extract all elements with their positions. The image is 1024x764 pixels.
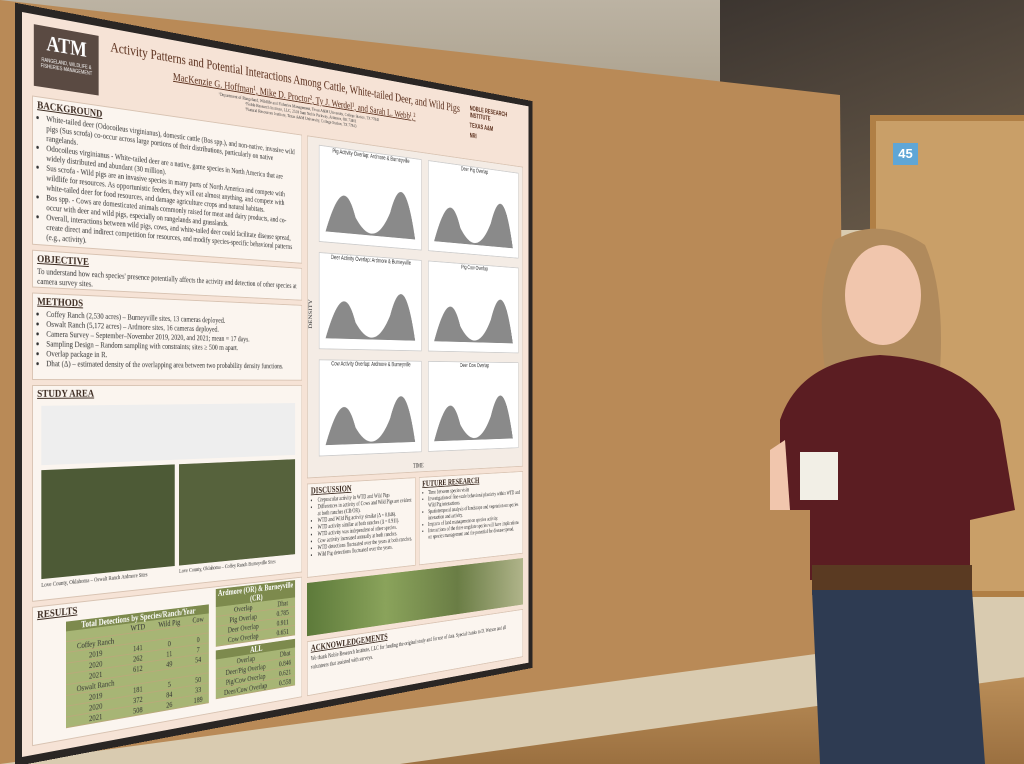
detections-table: Total Detections by Species/Ranch/Year WT… [65, 604, 209, 729]
background-section: BACKGROUNDWhite-tailed deer (Odocoileus … [32, 95, 303, 264]
overlap-area [434, 395, 513, 442]
chart-panel: Deer Cow Overlap [428, 360, 519, 452]
poster: ATM RANGELAND, WILDLIFE & FISHERIES MANA… [22, 12, 529, 757]
heading: STUDY AREA [37, 387, 95, 400]
table-cell: 0.558 [274, 675, 296, 689]
table-cell: 189 [187, 692, 209, 707]
chart-panel: Deer Pig Overlap [428, 160, 519, 259]
study-area-section: STUDY AREA Love County, Oklahoma – Oswal… [32, 384, 303, 602]
hand [770, 440, 790, 510]
satellite-map [41, 464, 175, 580]
charts-section: DENSITY TIME Pig Activity Overlap: Ardmor… [307, 135, 523, 479]
shirt [780, 355, 1015, 580]
methods-section: METHODSCoffey Ranch (2,530 acres) – Burn… [32, 292, 303, 381]
partner-logos: NOBLE RESEARCH INSTITUTE TEXAS A&M NRI [470, 105, 524, 151]
chart-panel: Cow Activity Overlap: Ardmore & Burneyvi… [318, 359, 422, 457]
face [845, 245, 921, 345]
density-plot [325, 289, 416, 341]
density-plot [434, 295, 513, 344]
jeans [812, 590, 985, 764]
density-plot [325, 396, 416, 446]
x-axis-label: TIME [412, 461, 424, 470]
logo: ATM RANGELAND, WILDLIFE & FISHERIES MANA… [33, 24, 99, 96]
person [770, 228, 1015, 764]
satellite-map [179, 459, 296, 566]
discussion-section: DISCUSSIONCrepuscular activity in WTD an… [307, 477, 416, 578]
board-number: 45 [893, 143, 918, 165]
density-plot [434, 195, 513, 249]
density-plot [434, 395, 513, 442]
chart-panel: Deer Activity Overlap: Ardmore & Burneyv… [318, 252, 422, 352]
overlap-area [325, 396, 416, 446]
overlap-area [325, 183, 416, 240]
overlap-area [434, 195, 513, 249]
table-cell: 0.651 [270, 625, 296, 639]
ranch-overlap-table: Ardmore (OR) & Burneyville (CR) Overlap Dh… [215, 580, 296, 647]
badge [800, 452, 838, 500]
state-map [41, 403, 296, 466]
y-axis-label: DENSITY [307, 299, 314, 329]
overlap-area [434, 295, 513, 344]
table: WTD Wild Pig Cow Coffey Ranch 2019 141 0 0 2020 2… [65, 613, 209, 728]
chart-panel: Pig Cow Overlap [428, 260, 519, 354]
all-overlap-table: ALL Overlap Dhat Deer/Pig Overlap 0.846 Pig/C… [215, 638, 296, 700]
overlap-area [325, 289, 416, 341]
chart-panel: Pig Activity Overlap: Ardmore & Burneyvi… [318, 144, 422, 251]
future-research-section: FUTURE RESEARCHTime between species visi… [418, 471, 523, 566]
density-plot [325, 183, 416, 240]
